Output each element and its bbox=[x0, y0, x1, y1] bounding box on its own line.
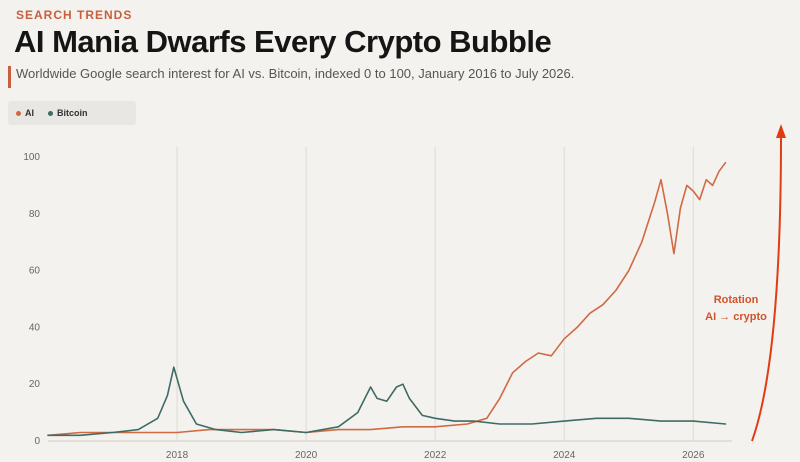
y-tick-label: 0 bbox=[34, 436, 40, 447]
rotation-arrow bbox=[751, 135, 782, 442]
legend-item-ai[interactable]: AI bbox=[16, 108, 34, 118]
x-tick-label: 2024 bbox=[553, 450, 576, 461]
y-tick-label: 60 bbox=[29, 266, 41, 277]
subtitle-accent-rule bbox=[8, 66, 11, 88]
y-tick-label: 40 bbox=[29, 322, 41, 333]
series-line-bitcoin bbox=[47, 366, 727, 437]
x-tick-label: 2018 bbox=[166, 450, 189, 461]
x-tick-label: 2022 bbox=[424, 450, 447, 461]
legend-ai-label: AI bbox=[25, 108, 34, 118]
legend-bitcoin-label: Bitcoin bbox=[57, 108, 88, 118]
y-tick-label: 80 bbox=[29, 209, 41, 220]
annotation-line-1: Rotation bbox=[714, 294, 759, 306]
legend-ai-swatch bbox=[16, 110, 21, 116]
rotation-arrow-head bbox=[776, 124, 786, 138]
series-line-ai bbox=[47, 161, 727, 437]
y-axis-ticks: 0 20 40 60 80 100 bbox=[23, 152, 40, 447]
legend: AI Bitcoin bbox=[8, 101, 136, 125]
x-tick-label: 2020 bbox=[295, 450, 318, 461]
legend-item-bitcoin[interactable]: Bitcoin bbox=[48, 108, 88, 118]
annotation-line-2: AI → crypto bbox=[705, 311, 767, 323]
grid-lines bbox=[176, 147, 694, 441]
chart-title: AI Mania Dwarfs Every Crypto Bubble bbox=[14, 24, 552, 59]
rotation-annotation: Rotation AI → crypto bbox=[705, 124, 786, 442]
x-axis-ticks: 2018 2020 2022 2024 2026 bbox=[166, 450, 705, 461]
y-tick-label: 100 bbox=[23, 152, 40, 163]
x-tick-label: 2026 bbox=[682, 450, 705, 461]
eyebrow-label: SEARCH TRENDS bbox=[16, 8, 133, 22]
chart-subtitle: Worldwide Google search interest for AI … bbox=[16, 66, 575, 81]
y-tick-label: 20 bbox=[29, 379, 41, 390]
legend-bitcoin-swatch bbox=[48, 110, 53, 116]
series-group bbox=[47, 161, 727, 437]
